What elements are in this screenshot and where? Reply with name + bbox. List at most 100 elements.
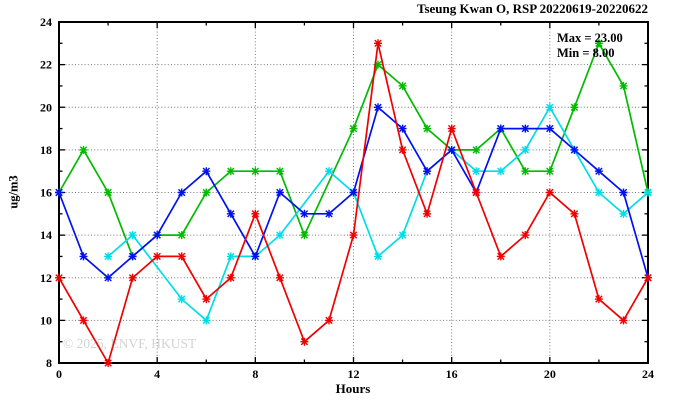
- data-point-marker: [398, 145, 407, 154]
- data-point-marker: [644, 188, 652, 197]
- data-point-marker: [349, 188, 358, 197]
- data-point-marker: [570, 145, 579, 154]
- data-point-marker: [104, 252, 113, 261]
- data-point-marker: [153, 252, 162, 261]
- data-point-marker: [300, 231, 309, 240]
- data-point-marker: [570, 103, 579, 112]
- data-point-marker: [447, 145, 456, 154]
- data-point-marker: [177, 231, 186, 240]
- data-point-marker: [521, 124, 530, 133]
- data-point-marker: [300, 337, 309, 346]
- x-tick-label: 0: [56, 367, 62, 381]
- data-point-marker: [423, 167, 432, 176]
- data-point-marker: [594, 295, 603, 304]
- max-min-annotation: Max = 23.00 Min = 8.00: [557, 31, 623, 61]
- data-point-marker: [153, 231, 162, 240]
- y-tick-label: 24: [40, 15, 52, 29]
- y-tick-label: 8: [46, 356, 52, 370]
- data-point-marker: [619, 188, 628, 197]
- y-tick-label: 20: [40, 100, 52, 114]
- data-point-marker: [594, 188, 603, 197]
- x-tick-label: 20: [544, 367, 556, 381]
- data-point-marker: [55, 188, 63, 197]
- series-line: [58, 43, 649, 366]
- data-point-marker: [349, 231, 358, 240]
- series-line: [107, 105, 649, 322]
- y-tick-label: 16: [40, 186, 52, 200]
- data-point-marker: [545, 124, 554, 133]
- min-value-label: Min = 8.00: [557, 46, 615, 60]
- y-tick-label: 18: [40, 143, 52, 157]
- data-point-marker: [300, 209, 309, 218]
- data-point-marker: [79, 252, 88, 261]
- series-day-4-red: [55, 39, 652, 367]
- y-axis-label: ug/m3: [6, 175, 21, 209]
- data-point-marker: [275, 231, 284, 240]
- data-point-marker: [128, 231, 137, 240]
- data-point-marker: [128, 273, 137, 282]
- x-tick-label: 16: [446, 367, 458, 381]
- data-point-marker: [374, 60, 382, 69]
- x-tick-label: 24: [642, 367, 654, 381]
- data-point-marker: [104, 273, 113, 282]
- data-point-marker: [619, 316, 628, 325]
- data-point-marker: [374, 39, 382, 48]
- data-point-marker: [226, 167, 235, 176]
- data-point-marker: [374, 252, 382, 261]
- data-point-marker: [226, 273, 235, 282]
- data-point-marker: [325, 167, 333, 176]
- y-tick-label: 10: [40, 313, 52, 327]
- data-point-marker: [128, 252, 137, 261]
- data-point-marker: [594, 167, 603, 176]
- data-point-marker: [472, 167, 481, 176]
- x-tick-label: 4: [154, 367, 160, 381]
- data-point-marker: [104, 359, 113, 367]
- data-point-marker: [202, 188, 211, 197]
- data-point-marker: [644, 273, 652, 282]
- data-point-marker: [545, 188, 554, 197]
- data-point-marker: [521, 145, 530, 154]
- data-point-marker: [545, 103, 554, 112]
- data-point-marker: [275, 167, 284, 176]
- data-point-marker: [619, 209, 628, 218]
- y-tick-label: 12: [40, 271, 52, 285]
- data-point-marker: [325, 209, 333, 218]
- data-point-marker: [545, 167, 554, 176]
- data-point-marker: [423, 124, 432, 133]
- x-tick-label: 12: [348, 367, 360, 381]
- data-point-marker: [472, 188, 481, 197]
- series-day-3-blue: [55, 103, 652, 282]
- data-point-marker: [496, 167, 505, 176]
- data-point-marker: [472, 145, 481, 154]
- data-point-marker: [275, 188, 284, 197]
- data-point-marker: [594, 39, 603, 48]
- data-point-marker: [398, 231, 407, 240]
- x-axis-label: Hours: [335, 381, 371, 396]
- data-point-marker: [423, 209, 432, 218]
- data-point-marker: [251, 252, 260, 261]
- data-point-marker: [104, 188, 113, 197]
- data-point-marker: [398, 81, 407, 90]
- data-point-marker: [570, 209, 579, 218]
- series-day-2-cyan: [104, 103, 652, 325]
- data-point-marker: [521, 231, 530, 240]
- data-point-marker: [521, 167, 530, 176]
- watermark: © 2025, ENVF, HKUST: [63, 336, 197, 351]
- data-point-marker: [202, 167, 211, 176]
- x-tick-label: 8: [252, 367, 258, 381]
- data-point-marker: [398, 124, 407, 133]
- data-point-marker: [275, 273, 284, 282]
- data-point-marker: [79, 316, 88, 325]
- data-point-marker: [496, 252, 505, 261]
- data-point-marker: [619, 81, 628, 90]
- data-point-marker: [374, 103, 382, 112]
- chart-title: Tseung Kwan O, RSP 20220619-20220622: [416, 1, 648, 16]
- data-point-marker: [177, 188, 186, 197]
- max-value-label: Max = 23.00: [557, 31, 623, 45]
- data-point-marker: [202, 316, 211, 325]
- data-point-marker: [202, 295, 211, 304]
- data-point-marker: [55, 273, 63, 282]
- data-point-marker: [226, 209, 235, 218]
